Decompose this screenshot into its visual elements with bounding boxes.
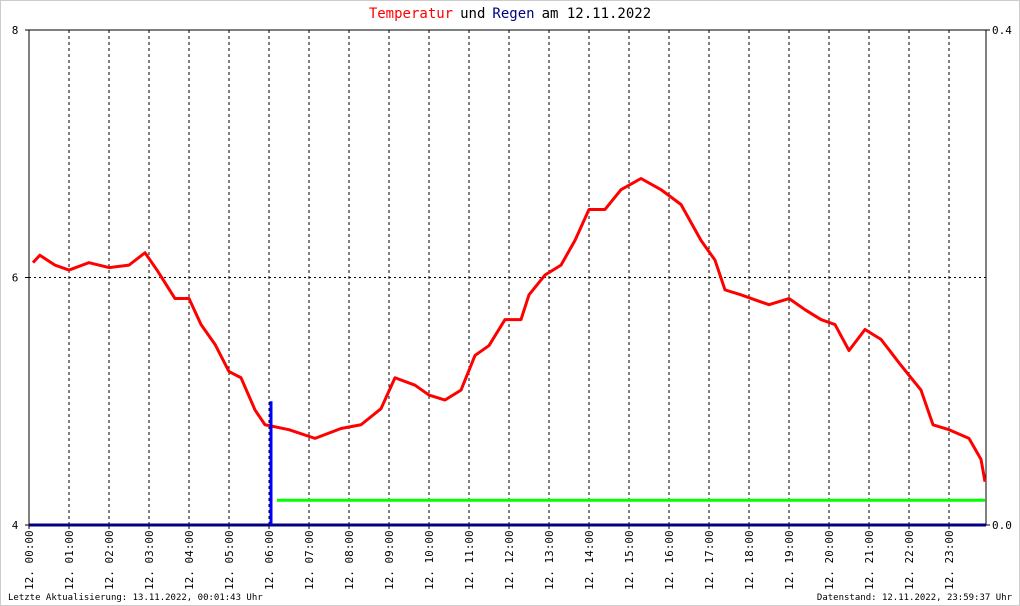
x-tick-label: 12. 07:00 — [303, 530, 316, 590]
title-part: und — [460, 6, 485, 22]
x-tick-label: 12. 11:00 — [463, 530, 476, 590]
x-tick-label: 12. 10:00 — [423, 530, 436, 590]
x-tick-label: 12. 02:00 — [103, 530, 116, 590]
x-tick-label: 12. 17:00 — [703, 530, 716, 590]
x-tick-label: 12. 20:00 — [823, 530, 836, 590]
x-tick-label: 12. 16:00 — [663, 530, 676, 590]
x-tick-label: 12. 01:00 — [63, 530, 76, 590]
rain-bar — [269, 401, 273, 525]
y-tick-label: 8 — [12, 24, 19, 37]
x-tick-label: 12. 00:00 — [23, 530, 36, 590]
x-tick-label: 12. 22:00 — [903, 530, 916, 590]
y-tick-label: 6 — [12, 272, 19, 285]
x-tick-label: 12. 03:00 — [143, 530, 156, 590]
x-tick-label: 12. 13:00 — [543, 530, 556, 590]
title-part: am 12.11.2022 — [542, 6, 652, 22]
x-tick-label: 12. 05:00 — [223, 530, 236, 590]
x-tick-label: 12. 19:00 — [783, 530, 796, 590]
y-tick-label: 4 — [12, 519, 19, 532]
y2-tick-label: 0.4 — [992, 24, 1012, 37]
x-tick-label: 12. 06:00 — [263, 530, 276, 590]
x-tick-label: 12. 04:00 — [183, 530, 196, 590]
x-tick-label: 12. 15:00 — [623, 530, 636, 590]
x-tick-label: 12. 21:00 — [863, 530, 876, 590]
footer-right: Datenstand: 12.11.2022, 23:59:37 Uhr — [817, 593, 1013, 603]
title-part: Regen — [492, 6, 534, 22]
chart-title: Temperatur und Regen am 12.11.2022 — [369, 6, 651, 22]
x-tick-label: 12. 09:00 — [383, 530, 396, 590]
x-tick-label: 12. 23:00 — [943, 530, 956, 590]
x-tick-label: 12. 18:00 — [743, 530, 756, 590]
x-tick-label: 12. 14:00 — [583, 530, 596, 590]
x-tick-label: 12. 12:00 — [503, 530, 516, 590]
title-part: Temperatur — [369, 6, 453, 22]
x-tick-label: 12. 08:00 — [343, 530, 356, 590]
y2-tick-label: 0.0 — [992, 519, 1012, 532]
series-line — [31, 177, 987, 482]
footer-left: Letzte Aktualisierung: 13.11.2022, 00:01… — [8, 593, 263, 603]
